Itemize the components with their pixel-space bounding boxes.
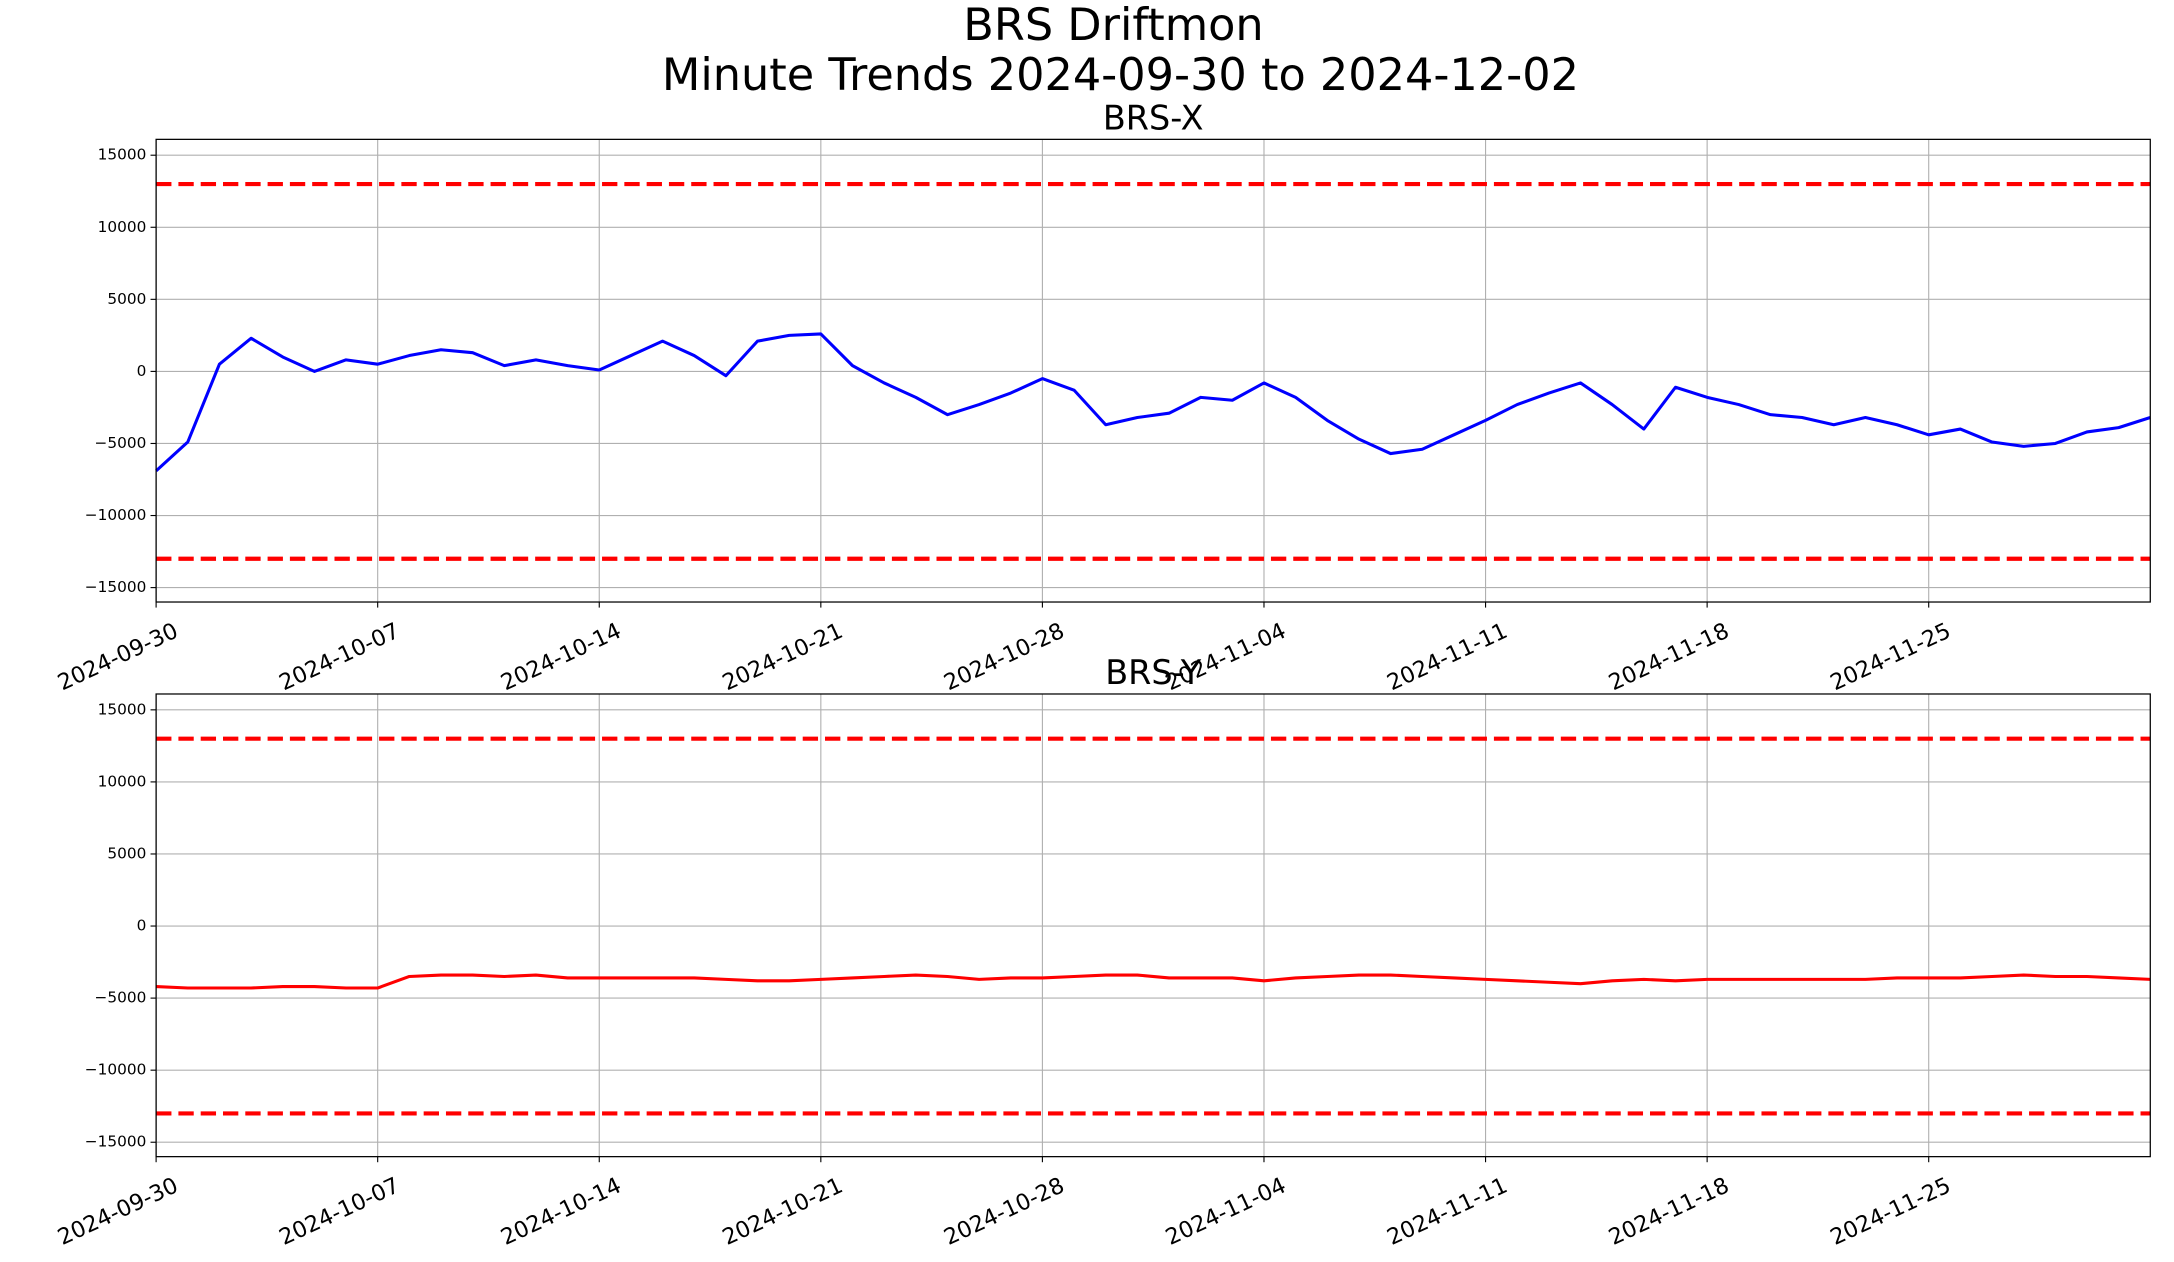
y-tick-label: 0 [137,917,147,935]
subplot-title: BRS-X [1103,98,1204,137]
x-tick-label: 2024-11-18 [1605,618,1733,696]
x-tick-label: 2024-09-30 [54,618,182,696]
x-tick-label: 2024-11-11 [1383,618,1511,696]
x-tick-label: 2024-11-25 [1826,1173,1954,1251]
y-tick-label: 10000 [98,218,147,236]
figure-title: BRS Driftmon [963,0,1263,51]
x-tick-label: 2024-10-21 [718,1173,846,1251]
x-tick-label: 2024-10-28 [940,618,1068,696]
plot-frame [155,693,2151,1158]
y-tick-label: 15000 [98,700,147,718]
y-tick-label: −10000 [85,506,147,524]
subplot-title: BRS-Y [1105,653,1201,692]
y-tick-label: 10000 [98,772,147,790]
x-tick-label: 2024-11-04 [1162,1173,1290,1251]
y-tick-label: 5000 [107,844,146,862]
y-tick-label: −15000 [85,578,147,596]
y-tick-label: −5000 [95,989,147,1007]
y-tick-label: 5000 [107,290,146,308]
y-tick-label: −10000 [85,1061,147,1079]
x-tick-label: 2024-11-11 [1383,1173,1511,1251]
x-tick-label: 2024-11-18 [1605,1173,1733,1251]
data-line [156,973,2151,990]
x-tick-label: 2024-10-07 [275,618,403,696]
x-tick-label: 2024-10-21 [718,618,846,696]
x-tick-label: 2024-10-07 [275,1173,403,1251]
x-tick-label: 2024-10-14 [497,618,625,696]
x-tick-label: 2024-10-28 [940,1173,1068,1251]
plot-frame [155,138,2151,603]
x-tick-label: 2024-10-14 [497,1173,625,1251]
y-tick-label: 0 [137,362,147,380]
y-tick-label: −5000 [95,434,147,452]
x-tick-label: 2024-11-25 [1826,618,1954,696]
y-tick-label: 15000 [98,146,147,164]
figure-subtitle: Minute Trends 2024-09-30 to 2024-12-02 [662,49,1579,101]
y-tick-label: −15000 [85,1133,147,1151]
x-tick-label: 2024-09-30 [54,1173,182,1251]
data-line [155,332,2151,472]
